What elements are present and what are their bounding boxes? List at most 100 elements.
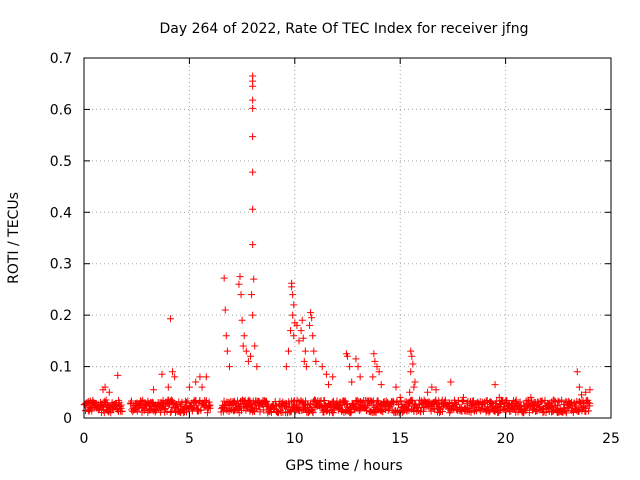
data-point bbox=[242, 347, 250, 355]
data-point bbox=[99, 386, 107, 394]
y-axis-ticks: 0 0.1 0.2 0.3 0.4 0.5 0.6 0.7 bbox=[50, 51, 611, 427]
data-point bbox=[248, 291, 256, 299]
y-tick-label: 0.3 bbox=[50, 257, 72, 273]
data-point bbox=[249, 96, 257, 104]
data-point bbox=[297, 327, 305, 335]
data-point bbox=[161, 405, 169, 413]
data-point bbox=[102, 396, 110, 404]
data-point bbox=[196, 373, 204, 381]
data-point bbox=[329, 373, 337, 381]
data-point bbox=[128, 397, 136, 405]
data-point bbox=[133, 407, 141, 415]
data-point bbox=[585, 407, 593, 415]
chart-title: Day 264 of 2022, Rate Of TEC Index for r… bbox=[160, 21, 529, 37]
data-point bbox=[260, 406, 268, 414]
data-point bbox=[548, 407, 556, 415]
x-tick-label: 25 bbox=[602, 431, 620, 447]
data-point bbox=[166, 315, 174, 323]
data-point bbox=[223, 347, 231, 355]
data-point bbox=[322, 407, 330, 415]
data-point bbox=[581, 403, 589, 411]
data-point bbox=[411, 378, 419, 386]
data-point bbox=[397, 397, 405, 405]
data-points bbox=[80, 72, 594, 417]
data-point bbox=[220, 274, 228, 282]
data-point bbox=[158, 370, 166, 378]
data-point bbox=[206, 404, 214, 412]
data-point bbox=[575, 383, 583, 391]
data-point bbox=[408, 352, 416, 360]
data-point bbox=[307, 400, 315, 408]
data-point bbox=[309, 409, 317, 417]
data-point bbox=[250, 275, 258, 283]
data-point bbox=[97, 402, 105, 410]
data-point bbox=[118, 407, 126, 415]
data-point bbox=[438, 407, 446, 415]
data-point bbox=[562, 409, 570, 417]
data-point bbox=[524, 396, 532, 404]
data-point bbox=[318, 363, 326, 371]
data-point bbox=[562, 407, 570, 415]
data-point bbox=[364, 402, 372, 410]
data-point bbox=[577, 391, 585, 399]
data-point bbox=[164, 383, 172, 391]
y-tick-label: 0.6 bbox=[50, 102, 72, 118]
data-point bbox=[205, 398, 213, 406]
y-tick-label: 0.4 bbox=[50, 205, 72, 221]
data-point bbox=[306, 321, 314, 329]
data-point bbox=[542, 409, 550, 417]
y-tick-label: 0.5 bbox=[50, 154, 72, 170]
data-point bbox=[432, 396, 440, 404]
y-tick-label: 0.7 bbox=[50, 51, 72, 67]
data-point bbox=[235, 280, 243, 288]
data-point bbox=[139, 404, 147, 412]
data-point bbox=[114, 371, 122, 379]
x-tick-label: 0 bbox=[80, 431, 89, 447]
data-point bbox=[371, 357, 379, 365]
data-point bbox=[287, 408, 295, 416]
data-point bbox=[237, 291, 245, 299]
data-point bbox=[467, 408, 475, 416]
data-point bbox=[185, 383, 193, 391]
grid bbox=[84, 58, 611, 418]
data-point bbox=[329, 409, 337, 417]
data-point bbox=[381, 405, 389, 413]
data-point bbox=[372, 409, 380, 417]
data-point bbox=[225, 363, 233, 371]
data-point bbox=[236, 273, 244, 281]
data-point bbox=[407, 368, 415, 376]
data-point bbox=[301, 347, 309, 355]
data-point bbox=[308, 314, 316, 322]
data-point bbox=[293, 321, 301, 329]
data-point bbox=[302, 363, 310, 371]
data-point bbox=[361, 403, 369, 411]
data-point bbox=[586, 386, 594, 394]
data-point bbox=[256, 408, 264, 416]
data-point bbox=[251, 342, 259, 350]
data-point bbox=[435, 409, 443, 417]
data-point bbox=[266, 407, 274, 415]
data-point bbox=[307, 309, 315, 317]
data-point bbox=[356, 373, 364, 381]
data-point bbox=[171, 373, 179, 381]
data-point bbox=[298, 316, 306, 324]
data-point bbox=[407, 347, 415, 355]
data-point bbox=[406, 388, 414, 396]
data-point bbox=[137, 397, 145, 405]
data-point bbox=[312, 357, 320, 365]
data-point bbox=[299, 334, 307, 342]
data-point bbox=[182, 399, 190, 407]
data-point bbox=[573, 368, 581, 376]
x-tick-label: 5 bbox=[185, 431, 194, 447]
data-point bbox=[222, 332, 230, 340]
data-point bbox=[293, 396, 301, 404]
data-point bbox=[378, 407, 386, 415]
data-point bbox=[253, 363, 261, 371]
data-point bbox=[245, 396, 253, 404]
data-point bbox=[184, 397, 192, 405]
data-point bbox=[487, 399, 495, 407]
data-point bbox=[244, 357, 252, 365]
data-point bbox=[346, 363, 354, 371]
data-point bbox=[390, 399, 398, 407]
x-axis-label: GPS time / hours bbox=[285, 458, 402, 474]
